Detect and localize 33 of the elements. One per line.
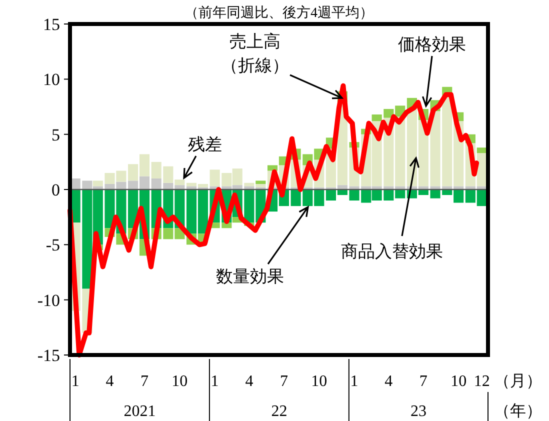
x-tick-label: 10 xyxy=(450,373,467,390)
text: 商品入替効果 xyxy=(341,242,443,261)
text: 数量効果 xyxy=(216,267,284,286)
chart-subtitle: （前年同週比、後方4週平均） xyxy=(184,5,374,21)
x-tick-label: 7 xyxy=(419,373,428,390)
x-tick-label: 1 xyxy=(350,373,358,390)
text: 2021 xyxy=(124,403,156,420)
x-axis-title: （月） xyxy=(494,373,542,390)
y-tick-label: 5 xyxy=(52,125,60,144)
y-tick-label: -5 xyxy=(46,236,60,255)
y-tick-label: -15 xyxy=(37,346,60,365)
series-label: 残差 xyxy=(188,135,222,154)
x-tick-label: 10 xyxy=(311,373,328,390)
text: 売上高（折線） xyxy=(221,32,289,75)
x-tick-label: 10 xyxy=(172,373,188,390)
x-tick-label: 4 xyxy=(384,373,393,390)
x-tick-label: 12 xyxy=(474,373,490,390)
bar xyxy=(256,180,266,184)
y-tick-label: 10 xyxy=(43,70,60,90)
text: （年） xyxy=(494,403,542,420)
text: 価格効果 xyxy=(398,35,466,54)
y-tick-label: 15 xyxy=(43,14,60,34)
x-tick-label: 7 xyxy=(280,373,288,390)
text: 23 xyxy=(410,403,426,420)
bar xyxy=(267,165,278,171)
x-tick-label: 4 xyxy=(245,373,254,390)
x-tick-label: 1 xyxy=(210,373,219,390)
x-tick-label: 1 xyxy=(71,373,80,390)
y-tick-label: 0 xyxy=(52,180,60,200)
text: 22 xyxy=(271,403,288,420)
x-tick-label: 7 xyxy=(140,373,149,390)
x-tick-label: 4 xyxy=(106,373,114,390)
y-tick-label: -10 xyxy=(37,290,60,310)
